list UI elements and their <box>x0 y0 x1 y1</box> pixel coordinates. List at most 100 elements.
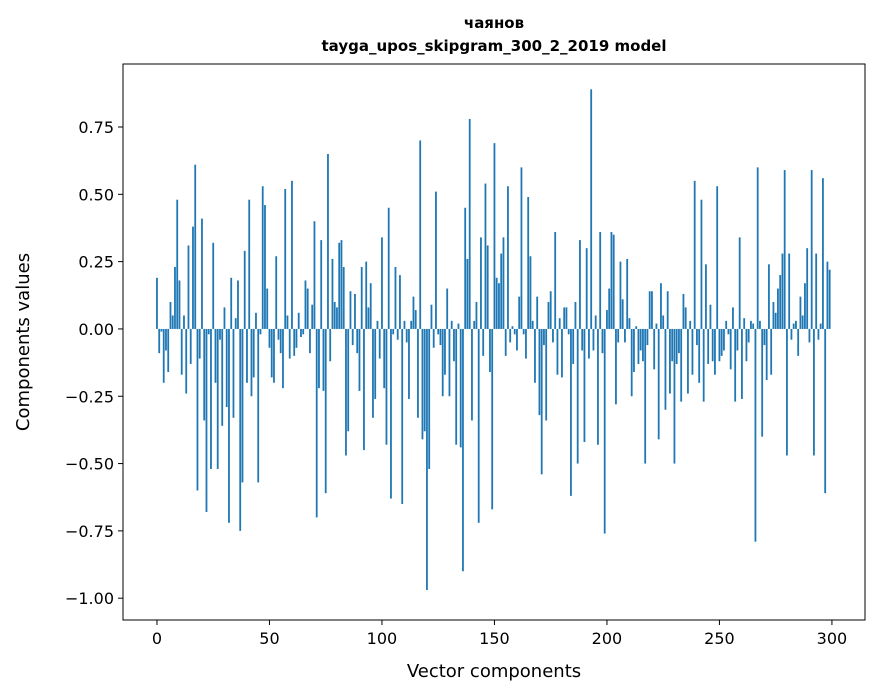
bar-95 <box>369 283 372 329</box>
bar-46 <box>259 328 262 335</box>
bar-171 <box>540 328 543 475</box>
bar-192 <box>588 328 590 359</box>
bar-205 <box>617 328 620 343</box>
x-tick-label: 200 <box>592 629 623 648</box>
bar-98 <box>376 320 379 329</box>
bar-80 <box>336 307 338 329</box>
bar-173 <box>545 328 548 421</box>
bar-15 <box>189 328 192 364</box>
bar-110 <box>403 320 406 329</box>
bar-127 <box>441 328 444 397</box>
bar-275 <box>774 312 777 329</box>
bar-299 <box>828 269 831 329</box>
bar-65 <box>302 328 305 335</box>
bar-57 <box>284 188 287 329</box>
bar-30 <box>223 307 226 329</box>
bar-291 <box>810 170 813 329</box>
bar-258 <box>736 328 739 351</box>
bar-238 <box>691 328 694 375</box>
y-tick-label: −0.25 <box>65 387 114 406</box>
bar-277 <box>779 275 782 329</box>
bar-28 <box>219 328 221 340</box>
bar-141 <box>473 320 476 329</box>
x-tick-label: 0 <box>152 629 162 648</box>
bar-145 <box>482 328 485 356</box>
bar-187 <box>576 328 579 464</box>
bar-142 <box>475 302 478 329</box>
bar-231 <box>675 328 678 364</box>
bar-143 <box>477 328 480 523</box>
bar-228 <box>669 328 671 394</box>
bar-252 <box>723 328 725 351</box>
bar-56 <box>282 328 284 389</box>
bar-16 <box>192 226 194 329</box>
bar-109 <box>401 328 404 504</box>
bar-19 <box>198 328 201 359</box>
bar-70 <box>313 221 316 329</box>
bar-237 <box>689 320 692 329</box>
x-tick-label: 100 <box>367 629 398 648</box>
bar-2 <box>160 328 163 332</box>
bar-152 <box>498 283 500 329</box>
bar-218 <box>646 328 649 346</box>
bar-268 <box>759 320 761 329</box>
bar-286 <box>799 296 802 329</box>
bar-94 <box>367 307 370 329</box>
y-tick-label: −0.50 <box>65 455 114 474</box>
y-tick-label: 0.25 <box>78 253 114 272</box>
bar-172 <box>543 328 545 346</box>
bar-4 <box>165 328 167 351</box>
bar-140 <box>471 328 473 421</box>
bar-123 <box>432 328 435 348</box>
bar-290 <box>808 328 811 343</box>
bar-265 <box>752 323 755 329</box>
bar-116 <box>417 328 419 418</box>
bar-243 <box>702 328 705 402</box>
bar-45 <box>257 328 260 483</box>
bar-0 <box>156 277 158 329</box>
bar-217 <box>644 328 647 464</box>
bar-278 <box>781 253 784 329</box>
bar-295 <box>819 323 822 329</box>
bar-269 <box>761 328 764 437</box>
bar-297 <box>824 328 827 494</box>
bar-279 <box>783 170 786 329</box>
bar-281 <box>788 253 791 329</box>
bar-197 <box>599 232 602 329</box>
bar-148 <box>489 328 491 373</box>
bar-221 <box>653 328 656 370</box>
bar-186 <box>574 302 577 329</box>
bar-293 <box>815 253 818 329</box>
bar-38 <box>241 328 244 483</box>
bar-188 <box>579 240 581 329</box>
bar-69 <box>311 304 314 329</box>
bar-199 <box>603 328 606 534</box>
bar-139 <box>468 118 471 329</box>
bar-270 <box>763 328 766 346</box>
bar-43 <box>252 328 255 378</box>
bar-150 <box>493 143 496 329</box>
bar-44 <box>255 312 257 329</box>
bars-group <box>156 89 831 591</box>
bar-246 <box>709 304 712 329</box>
bar-75 <box>324 328 327 494</box>
bar-79 <box>333 302 336 329</box>
bar-131 <box>450 320 453 329</box>
bar-170 <box>538 328 541 416</box>
bar-195 <box>594 315 597 329</box>
bar-260 <box>741 328 743 399</box>
bar-5 <box>167 328 170 373</box>
bar-124 <box>435 191 437 329</box>
bar-84 <box>345 328 347 456</box>
bar-191 <box>585 248 588 329</box>
bar-213 <box>635 326 638 329</box>
bar-257 <box>734 328 737 402</box>
bar-120 <box>426 328 428 591</box>
bar-68 <box>309 328 311 354</box>
bar-114 <box>412 296 415 329</box>
bar-157 <box>509 328 512 343</box>
bar-111 <box>405 328 408 343</box>
bar-236 <box>687 328 689 394</box>
y-tick-label: 0.00 <box>78 320 114 339</box>
bar-209 <box>626 258 629 329</box>
